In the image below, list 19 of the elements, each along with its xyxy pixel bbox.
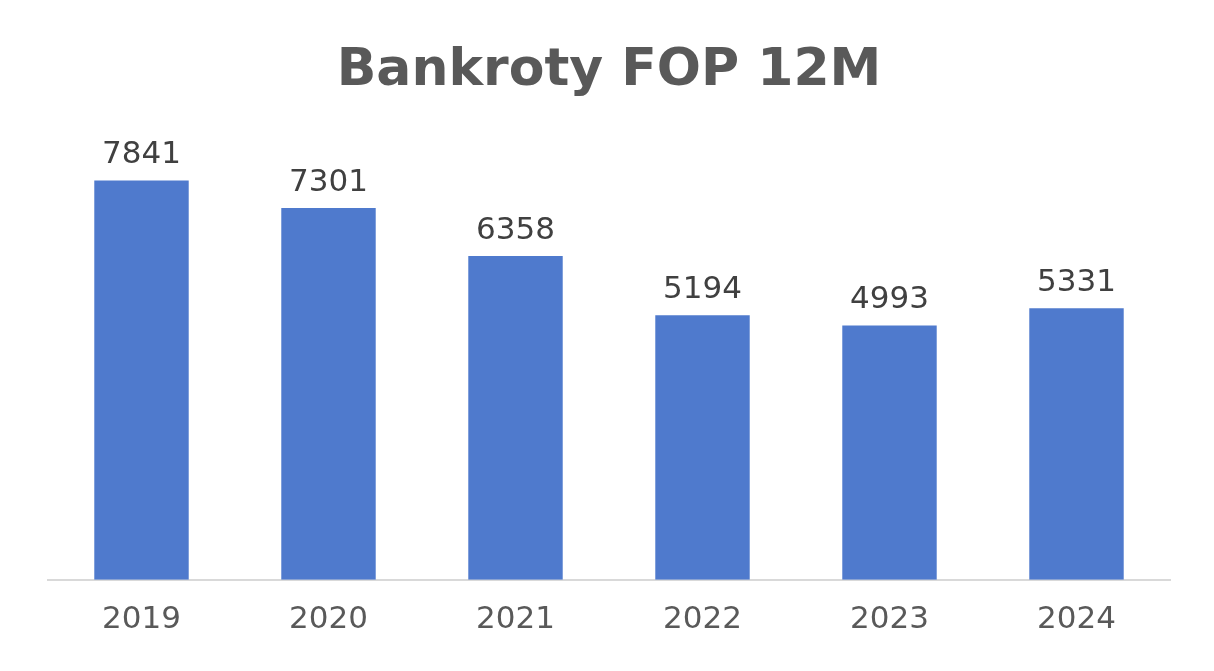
bar: [1029, 308, 1124, 580]
data-label: 5331: [1037, 261, 1116, 298]
x-tick-label: 2020: [289, 599, 368, 636]
bar: [842, 325, 937, 580]
x-tick-label: 2021: [476, 599, 555, 636]
x-tick-label: 2024: [1037, 599, 1116, 636]
data-label: 4993: [850, 279, 929, 316]
data-label: 6358: [476, 209, 555, 246]
bar: [94, 180, 189, 580]
chart-title: Bankroty FOP 12M: [336, 36, 882, 97]
data-label: 5194: [663, 268, 742, 305]
bar: [281, 208, 376, 580]
x-tick-label: 2022: [663, 599, 742, 636]
x-tick-label: 2023: [850, 599, 929, 636]
bar: [468, 256, 563, 580]
data-label: 7301: [289, 161, 368, 198]
x-tick-label: 2019: [102, 599, 181, 636]
bar: [655, 315, 750, 580]
data-label: 7841: [102, 134, 181, 171]
